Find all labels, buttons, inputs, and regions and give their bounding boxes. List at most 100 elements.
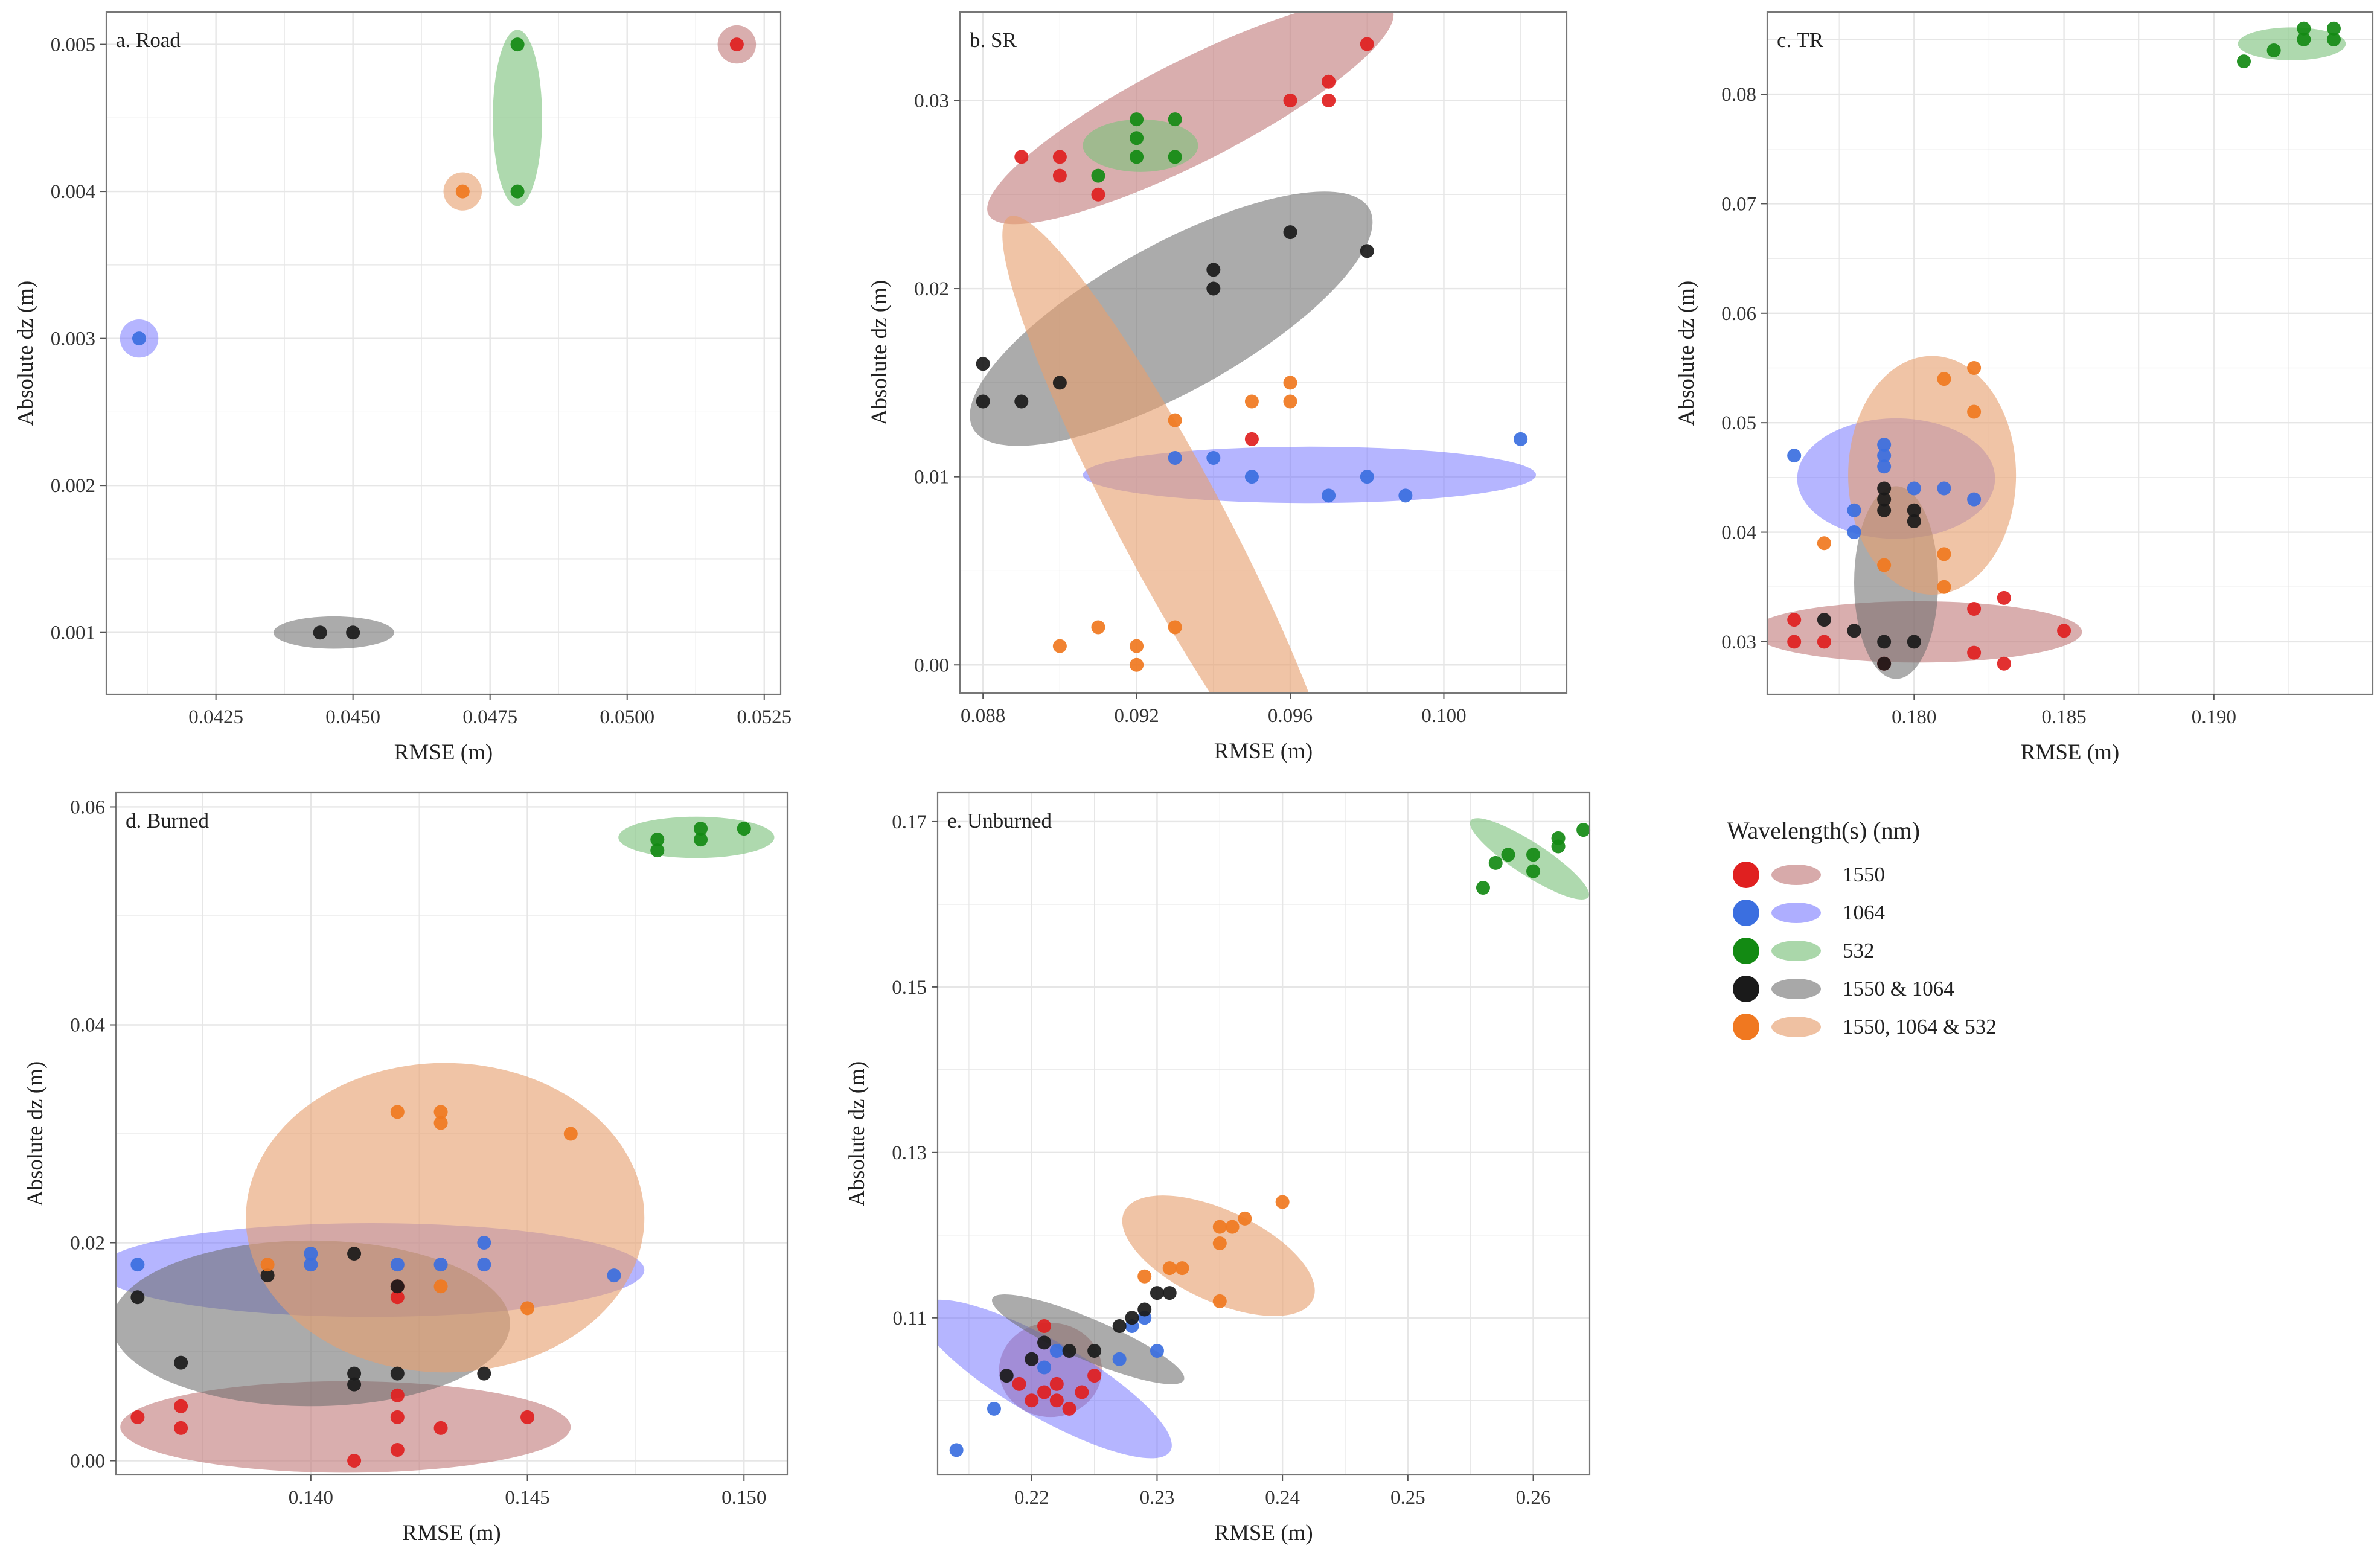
x-tick-label: 0.0475 [462, 706, 517, 728]
point-532 [1501, 848, 1515, 862]
point-1550-1064 [1360, 244, 1374, 258]
point-1550 [1049, 1376, 1064, 1391]
panel-title: b. SR [970, 28, 1017, 52]
point-532 [650, 843, 665, 858]
legend: Wavelength(s) (nm) 1550 1064 532 1550 & … [1727, 816, 2089, 1046]
point-1064 [1967, 492, 1982, 507]
point-1550-1064 [390, 1279, 405, 1294]
point-1064 [1322, 488, 1336, 503]
legend-dot-1550-1064-532 [1733, 1014, 1759, 1040]
point-1550-1064-532 [1283, 376, 1297, 390]
point-1550-1064 [1206, 281, 1221, 296]
point-1064 [477, 1258, 491, 1272]
panel-b-sr: 0.088 0.092 0.096 0.100 0.00 0.01 0.02 0.03 RMSE… [867, 11, 1568, 764]
point-1550-1064 [1877, 481, 1892, 496]
legend-item-1550-1064: 1550 & 1064 [1727, 970, 2089, 1008]
point-1064 [1049, 1344, 1064, 1358]
x-tick-label: 0.092 [1114, 705, 1159, 727]
point-1550-1064-532 [390, 1105, 405, 1119]
point-1550 [1091, 187, 1105, 202]
point-1550-1064 [1125, 1311, 1139, 1325]
legend-item-1550: 1550 [1727, 855, 2089, 894]
x-tick-label: 0.22 [1014, 1487, 1049, 1509]
panel-title: a. Road [116, 28, 181, 52]
y-tick-label: 0.06 [1721, 303, 1756, 325]
point-1550-1064-532 [1937, 580, 1951, 594]
point-1550-1064 [1907, 514, 1921, 528]
ellipse-532 [2238, 27, 2346, 60]
point-1550 [1037, 1385, 1052, 1399]
point-1550 [1052, 168, 1067, 183]
y-tick-label: 0.002 [51, 475, 95, 497]
point-1550 [433, 1421, 448, 1435]
ellipses [1767, 27, 2346, 679]
point-1550 [520, 1410, 535, 1424]
point-1550-1064 [1087, 1344, 1102, 1358]
y-tick-label: 0.003 [51, 328, 95, 350]
point-1064 [1514, 432, 1528, 446]
point-1064 [1112, 1352, 1127, 1366]
point-1550-1064 [174, 1355, 188, 1370]
point-1550 [1787, 635, 1802, 649]
point-532 [1130, 150, 1144, 164]
x-tick-label: 0.185 [2041, 706, 2086, 728]
point-1550-1064-532 [1283, 394, 1297, 409]
panel-e-unburned: 0.22 0.23 0.24 0.25 0.26 0.11 0.13 0.15 0.17 RMSE… [845, 791, 1591, 1546]
point-1550 [1997, 656, 2011, 671]
y-tick-label: 0.00 [70, 1451, 105, 1472]
legend-label-1550: 1550 [1843, 863, 1885, 886]
legend-item-1064: 1064 [1727, 894, 2089, 932]
legend-label-1550-1064-532: 1550, 1064 & 532 [1843, 1015, 1997, 1038]
y-tick-label: 0.03 [1721, 631, 1756, 653]
y-tick-label: 0.06 [70, 796, 105, 818]
ellipse-532 [493, 30, 542, 206]
point-1550 [1014, 150, 1029, 164]
point-1550 [1087, 1369, 1102, 1383]
point-1550-1064 [347, 1377, 362, 1392]
point-1550-1064-532 [433, 1279, 448, 1294]
point-1550-1064 [1162, 1286, 1177, 1300]
y-tick-label: 0.03 [914, 90, 949, 112]
ellipse-1550-1064-532 [246, 1063, 645, 1373]
point-532 [2326, 32, 2341, 46]
legend-dot-1550-1064 [1733, 976, 1759, 1002]
point-1550-1064-532 [1052, 639, 1067, 653]
plot-frame [1766, 11, 2374, 695]
legend-dot-1064 [1733, 900, 1759, 926]
point-1550-1064 [1037, 1335, 1052, 1350]
legend-ellipse-532 [1771, 941, 1821, 961]
point-1064 [1244, 470, 1259, 484]
point-1550 [1244, 432, 1259, 446]
legend-label-1064: 1064 [1843, 901, 1885, 924]
points [976, 37, 1528, 672]
panel-title: e. Unburned [947, 809, 1052, 833]
point-1064 [1150, 1344, 1164, 1358]
point-1064 [304, 1247, 318, 1261]
x-tick-label: 0.180 [1892, 706, 1936, 728]
point-1550-1064 [1150, 1286, 1164, 1300]
ellipse-1550-1064 [273, 616, 394, 649]
point-1550-1064-532 [1225, 1220, 1240, 1234]
point-1550-1064 [1907, 503, 1921, 517]
x-tick-label: 0.096 [1268, 705, 1313, 727]
point-1550-1064 [1206, 263, 1221, 277]
x-tick-label: 0.145 [505, 1487, 549, 1509]
ellipse-1550 [987, 12, 1394, 225]
legend-item-1550-1064-532: 1550, 1064 & 532 [1727, 1008, 2089, 1046]
x-tick-label: 0.23 [1140, 1487, 1175, 1509]
point-532 [694, 833, 708, 847]
y-tick-label: 0.004 [51, 181, 95, 203]
point-1064 [1398, 488, 1413, 503]
point-1064 [1847, 503, 1861, 517]
x-axis-label: RMSE (m) [2021, 740, 2119, 765]
x-axis-label: RMSE (m) [1214, 1521, 1313, 1546]
point-1064 [949, 1443, 964, 1457]
x-axis-label: RMSE (m) [402, 1521, 501, 1546]
point-1550-1064-532 [1212, 1236, 1227, 1250]
point-1550-1064-532 [1238, 1211, 1252, 1226]
ellipses [970, 12, 1537, 693]
legend-ellipse-1550 [1771, 865, 1821, 885]
point-1550-1064-532 [433, 1105, 448, 1119]
y-tick-label: 0.13 [892, 1142, 927, 1164]
point-1550-1064 [347, 1247, 362, 1261]
